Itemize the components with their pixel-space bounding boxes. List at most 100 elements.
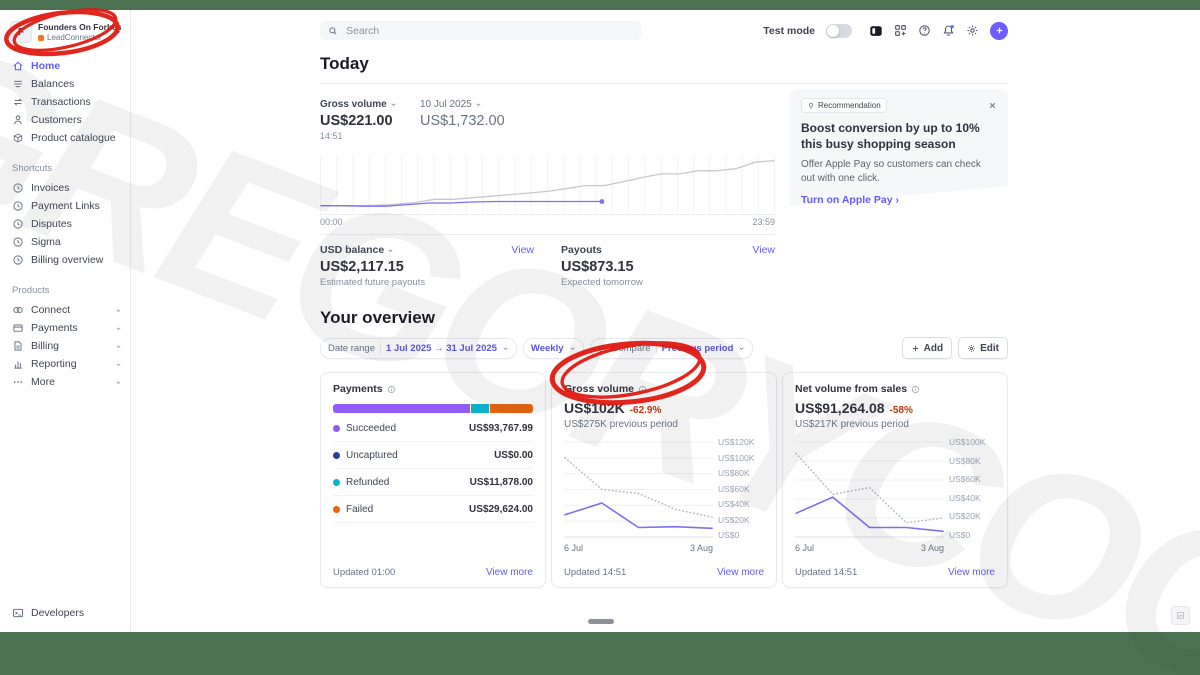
sidebar-item-customers[interactable]: Customers — [0, 111, 130, 129]
apps-grid-icon[interactable] — [894, 24, 907, 37]
sidebar-item-billing[interactable]: Billing — [0, 337, 130, 355]
help-icon[interactable] — [918, 24, 931, 37]
account-text: Founders On Forbes LeadConnector — [38, 22, 122, 42]
sidebar-item-balances[interactable]: Balances — [0, 75, 130, 93]
legend-label: Failed — [346, 503, 374, 515]
search-input[interactable] — [344, 23, 633, 38]
gross-volume-time: 14:51 — [320, 131, 343, 141]
sidebar-item-reporting[interactable]: Reporting — [0, 355, 130, 373]
gross-volume-view-more-link[interactable]: View more — [716, 567, 764, 578]
terminal-icon — [12, 607, 24, 619]
chevron-down-icon — [115, 379, 122, 386]
letterbox-bottom — [0, 632, 1200, 675]
sidebar-item-more[interactable]: More — [0, 373, 130, 391]
sidebar-item-label: Transactions — [31, 96, 91, 108]
comparison-date-label: 10 Jul 2025 — [420, 99, 472, 110]
gross-volume-today-value: US$221.00 — [320, 113, 393, 129]
info-icon[interactable] — [387, 385, 396, 394]
usd-balance-view-link[interactable]: View — [511, 244, 534, 256]
notifications-bell-icon[interactable] — [942, 24, 955, 37]
sidebar-item-label: Connect — [31, 304, 71, 316]
command-palette-icon[interactable] — [869, 24, 883, 38]
payouts-view-link[interactable]: View — [752, 244, 775, 256]
divider — [320, 234, 775, 235]
gross-volume-card-value: US$102K — [564, 400, 625, 416]
search-bar[interactable] — [320, 21, 641, 40]
overview-cards: Payments Succeeded US$93,767.99 Uncaptur… — [320, 372, 1008, 588]
sidebar-item-billing-overview[interactable]: Billing overview — [0, 251, 130, 269]
compare-label: Compare — [611, 342, 651, 354]
your-overview-title: Your overview — [320, 308, 435, 327]
payments-updated: Updated 01:00 — [333, 567, 396, 578]
comparison-date-selector[interactable]: 10 Jul 2025 — [420, 99, 505, 110]
sidebar-item-payment-links[interactable]: Payment Links — [0, 197, 130, 215]
usd-balance-block: USD balance View US$2,117.15 Estimated f… — [320, 244, 534, 288]
sidebar-item-invoices[interactable]: Invoices — [0, 179, 130, 197]
customers-icon — [12, 114, 24, 126]
gross-volume-selector[interactable]: Gross volume — [320, 99, 420, 110]
plus-icon — [911, 344, 920, 353]
gross-volume-card-title: Gross volume — [564, 383, 635, 395]
sidebar-item-label: Invoices — [31, 182, 70, 194]
search-icon — [328, 26, 338, 36]
legend-row-refunded[interactable]: Refunded US$11,878.00 — [333, 469, 533, 496]
payments-card: Payments Succeeded US$93,767.99 Uncaptur… — [320, 372, 546, 588]
sidebar-item-sigma[interactable]: Sigma — [0, 233, 130, 251]
sidebar-item-transactions[interactable]: Transactions — [0, 93, 130, 111]
legend-label: Refunded — [346, 476, 390, 488]
y-axis-tick-label: US$20K — [949, 511, 981, 522]
close-icon[interactable] — [988, 101, 997, 110]
sidebar-item-label: Customers — [31, 114, 82, 126]
payouts-block: Payouts View US$873.15 Expected tomorrow — [561, 244, 775, 288]
sidebar-item-connect[interactable]: Connect — [0, 301, 130, 319]
x-axis-start-label: 00:00 — [320, 217, 343, 227]
sidebar-item-home[interactable]: Home — [0, 57, 130, 75]
test-mode-toggle[interactable] — [826, 23, 852, 38]
y-axis-tick-label: US$80K — [949, 455, 981, 466]
refunded-dot — [333, 478, 340, 486]
overview-filter-row: Date range 1 Jul 2025 → 31 Jul 2025 Week… — [320, 337, 1008, 359]
create-plus-button[interactable] — [990, 21, 1008, 40]
sidebar-item-label: Disputes — [31, 218, 72, 230]
stacked-bar-segment — [489, 404, 533, 413]
net-volume-previous: US$217K previous period — [795, 419, 909, 430]
help-widget-button[interactable] — [1171, 606, 1190, 625]
net-volume-view-more-link[interactable]: View more — [947, 567, 995, 578]
gross-volume-label: Gross volume — [320, 99, 387, 110]
sidebar-item-developers[interactable]: Developers — [0, 604, 130, 622]
sidebar-item-payments[interactable]: Payments — [0, 319, 130, 337]
account-switcher[interactable]: F Founders On Forbes LeadConnector — [0, 10, 130, 43]
transactions-icon — [12, 96, 24, 108]
granularity-filter[interactable]: Weekly — [522, 337, 584, 359]
sidebar-item-disputes[interactable]: Disputes — [0, 215, 130, 233]
add-button[interactable]: Add — [901, 337, 953, 359]
sidebar-item-product-catalogue[interactable]: Product catalogue — [0, 129, 130, 147]
payments-card-title: Payments — [333, 383, 383, 395]
x-axis-tick-label: 6 Jul — [795, 543, 815, 553]
payments-view-more-link[interactable]: View more — [485, 567, 533, 578]
chevron-down-icon — [115, 325, 122, 332]
settings-gear-icon[interactable] — [966, 24, 979, 37]
date-range-filter[interactable]: Date range 1 Jul 2025 → 31 Jul 2025 — [320, 337, 517, 359]
pill-separator — [655, 342, 657, 354]
clock-icon — [12, 182, 24, 194]
topbar: Test mode — [320, 10, 1008, 40]
chevron-down-icon — [569, 345, 576, 352]
compare-icon — [598, 344, 607, 353]
chevron-down-icon — [738, 345, 745, 352]
info-icon[interactable] — [638, 385, 647, 394]
leadconnector-logo-icon — [38, 34, 44, 41]
edit-button[interactable]: Edit — [958, 337, 1008, 359]
product-catalogue-icon — [12, 132, 24, 144]
sidebar-main-nav: Home Balances Transactions Customers Pro… — [0, 57, 130, 147]
usd-balance-selector[interactable]: USD balance — [320, 244, 394, 256]
compare-filter[interactable]: Compare Previous period — [589, 337, 754, 359]
account-avatar: F — [10, 21, 32, 43]
turn-on-apple-pay-link[interactable]: Turn on Apple Pay › — [801, 194, 900, 207]
legend-row-uncaptured[interactable]: Uncaptured US$0.00 — [333, 442, 533, 469]
legend-row-succeeded[interactable]: Succeeded US$93,767.99 — [333, 415, 533, 442]
legend-row-failed[interactable]: Failed US$29,624.00 — [333, 496, 533, 523]
info-icon[interactable] — [911, 385, 920, 394]
horizontal-scrollbar-thumb[interactable] — [588, 619, 614, 624]
